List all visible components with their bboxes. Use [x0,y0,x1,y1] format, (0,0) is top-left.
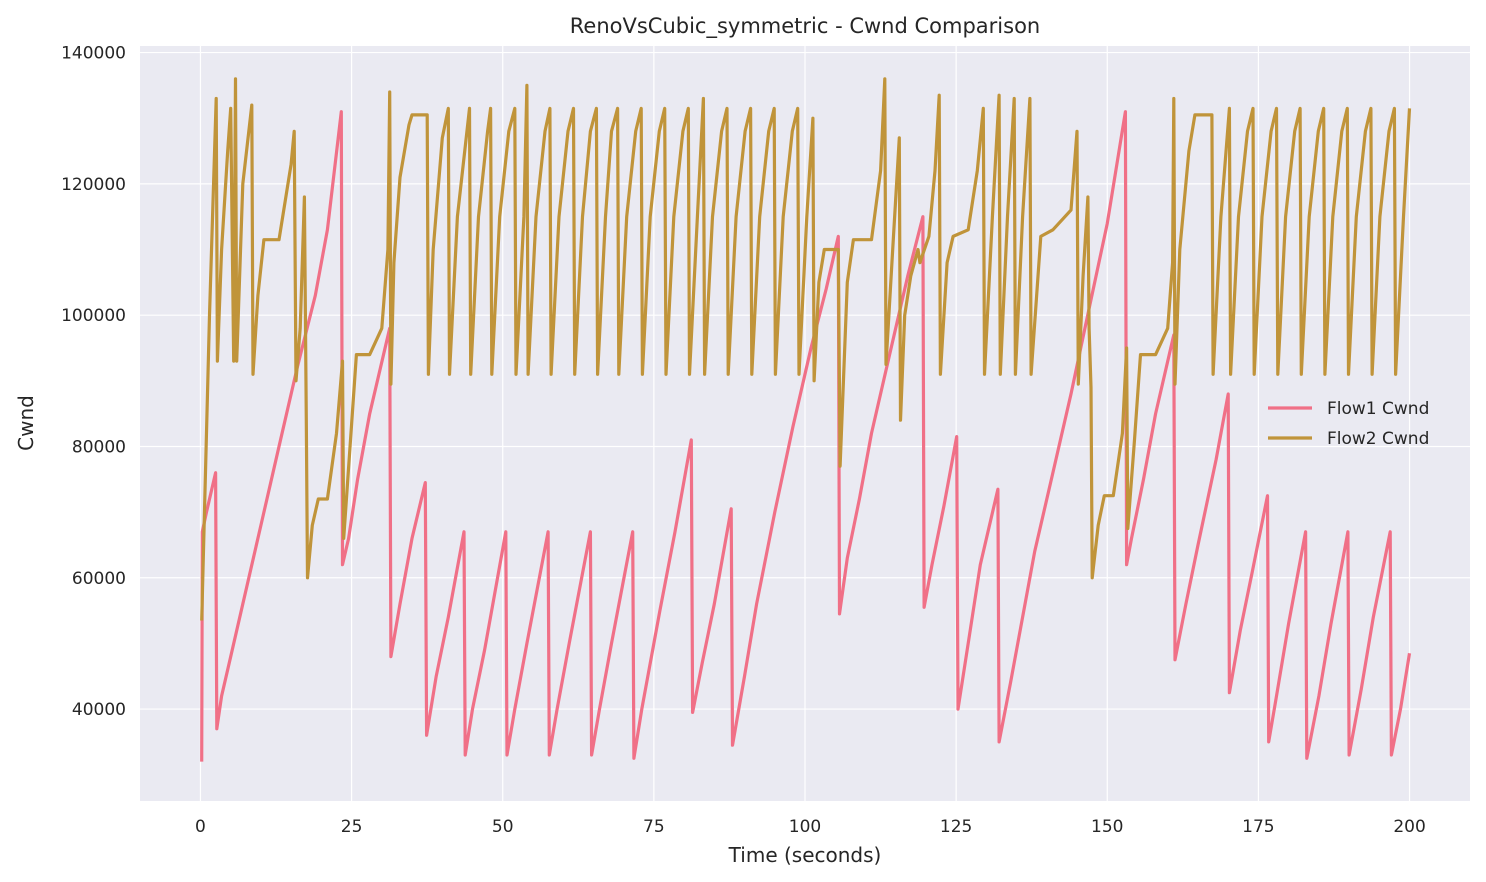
y-tick-label: 40000 [72,700,126,720]
x-tick-label: 75 [643,817,665,837]
x-tick-label: 25 [341,817,363,837]
legend-label-flow1: Flow1 Cwnd [1327,399,1429,419]
x-tick-label: 150 [1091,817,1123,837]
series-lines [200,77,1412,762]
x-axis-ticks: 0 25 50 75 100 125 150 175 200 [195,817,1426,837]
grid [140,46,1470,801]
x-tick-label: 175 [1242,817,1274,837]
y-tick-label: 120000 [61,175,126,195]
y-tick-label: 80000 [72,437,126,457]
x-tick-label: 50 [492,817,514,837]
chart-title: RenoVsCubic_symmetric - Cwnd Comparison [570,14,1040,39]
x-tick-label: 100 [789,817,821,837]
x-tick-label: 200 [1393,817,1425,837]
x-tick-label: 125 [940,817,972,837]
y-tick-label: 140000 [61,44,126,64]
legend: Flow1 Cwnd Flow2 Cwnd [1268,399,1429,449]
y-axis-ticks: 40000 60000 80000 100000 120000 140000 [61,44,126,721]
x-tick-label: 0 [195,817,206,837]
y-tick-label: 100000 [61,306,126,326]
series-line-flow1 [200,110,1412,762]
x-axis-label: Time (seconds) [728,843,882,867]
y-tick-label: 60000 [72,569,126,589]
y-axis-label: Cwnd [14,395,38,451]
legend-label-flow2: Flow2 Cwnd [1327,429,1429,449]
series-line-flow2 [200,77,1412,621]
